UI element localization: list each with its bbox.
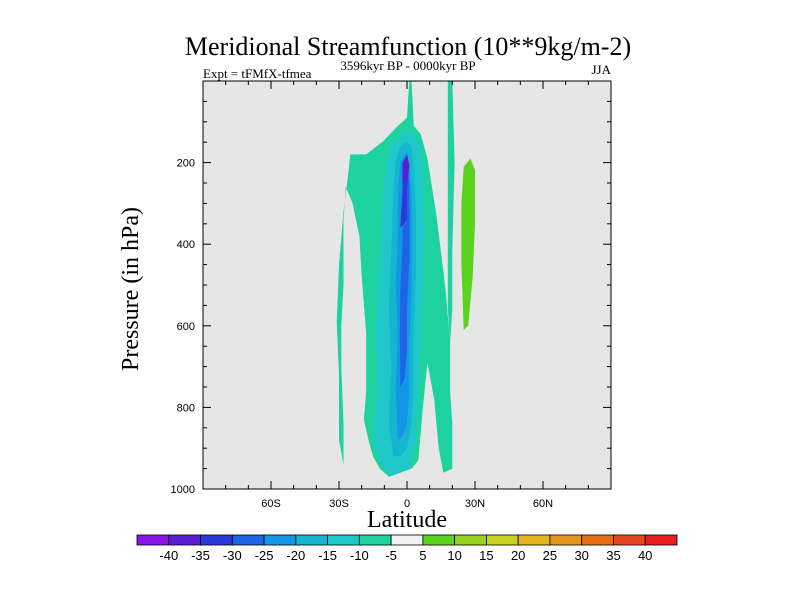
x-tick-label-4: 60N bbox=[533, 498, 553, 510]
colorbar-label-7: -5 bbox=[385, 548, 397, 563]
colorbar-box-1 bbox=[168, 534, 201, 546]
contour-region-5 bbox=[400, 162, 410, 387]
y-tick-label-1: 400 bbox=[177, 239, 195, 251]
colorbar-box-14 bbox=[581, 534, 614, 546]
x-axis-label: Latitude bbox=[367, 507, 447, 533]
y-tick-label-0: 200 bbox=[177, 158, 195, 170]
colorbar-box-2 bbox=[200, 534, 233, 546]
colorbar-box-4 bbox=[263, 534, 297, 546]
colorbar-label-3: -25 bbox=[255, 548, 274, 563]
x-tick-label-0: 60S bbox=[261, 498, 281, 510]
contour-regions bbox=[336, 81, 475, 489]
axis-ticks: 60S 30S 0 30N 60N 200 400 600 800 1000 bbox=[171, 81, 611, 510]
colorbar: -40 -35 -30 -25 -20 -15 -10 -5 5 10 15 20 25 30 35 40 bbox=[136, 534, 678, 563]
colorbar-label-1: -35 bbox=[191, 548, 210, 563]
colorbar-box-16 bbox=[644, 534, 678, 546]
colorbar-box-10 bbox=[454, 534, 487, 546]
colorbar-label-11: 20 bbox=[511, 548, 525, 563]
colorbar-label-6: -10 bbox=[350, 548, 369, 563]
colorbar-label-14: 35 bbox=[606, 548, 620, 563]
colorbar-box-7 bbox=[358, 534, 392, 546]
colorbar-box-5 bbox=[295, 534, 328, 546]
colorbar-label-8: 5 bbox=[419, 548, 426, 563]
colorbar-label-2: -30 bbox=[223, 548, 242, 563]
colorbar-box-9 bbox=[422, 534, 456, 546]
colorbar-box-6 bbox=[327, 534, 360, 546]
colorbar-box-11 bbox=[486, 534, 519, 546]
chart-title: Meridional Streamfunction (10**9kg/m-2) bbox=[185, 32, 631, 61]
contour-region-1 bbox=[447, 81, 455, 343]
contour-region-8 bbox=[461, 158, 475, 330]
y-tick-label-3: 800 bbox=[177, 402, 195, 414]
colorbar-box-12 bbox=[517, 534, 551, 546]
colorbar-label-12: 25 bbox=[543, 548, 557, 563]
y-tick-label-4: 1000 bbox=[171, 484, 195, 496]
colorbar-label-5: -15 bbox=[318, 548, 337, 563]
colorbar-label-10: 15 bbox=[479, 548, 493, 563]
y-tick-label-2: 600 bbox=[177, 321, 195, 333]
experiment-annotation: Expt = tFMfX-tfmea bbox=[203, 66, 312, 81]
x-tick-label-2: 0 bbox=[404, 498, 410, 510]
colorbar-box-0 bbox=[136, 534, 170, 546]
colorbar-box-8 bbox=[390, 534, 424, 546]
colorbar-label-9: 10 bbox=[447, 548, 461, 563]
x-tick-label-1: 30S bbox=[329, 498, 349, 510]
colorbar-box-15 bbox=[613, 534, 646, 546]
y-axis-label: Pressure (in hPa) bbox=[118, 207, 144, 371]
period-annotation: 3596kyr BP - 0000kyr BP bbox=[340, 58, 475, 73]
colorbar-label-4: -20 bbox=[286, 548, 305, 563]
x-tick-label-3: 30N bbox=[465, 498, 485, 510]
colorbar-label-0: -40 bbox=[159, 548, 178, 563]
season-annotation: JJA bbox=[591, 62, 611, 77]
colorbar-box-3 bbox=[231, 534, 265, 546]
colorbar-label-15: 40 bbox=[638, 548, 652, 563]
colorbar-box-13 bbox=[549, 534, 583, 546]
colorbar-label-13: 30 bbox=[574, 548, 588, 563]
contour-region-7 bbox=[402, 156, 410, 183]
